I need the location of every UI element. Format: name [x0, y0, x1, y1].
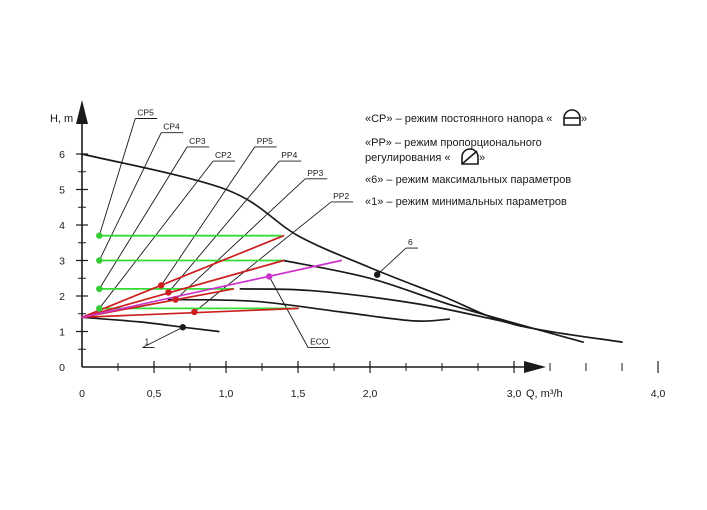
x-tick-label-6: 4,0: [651, 388, 666, 400]
curve-label-cp2: CP2: [215, 150, 232, 160]
curve-eco: [81, 259, 343, 319]
point-p6: [374, 271, 381, 278]
x-axis-label: Q, m³/h: [526, 388, 563, 400]
legend-pp-text: «PP» – режим пропорционального: [365, 137, 542, 149]
point-ppp4: [165, 289, 172, 296]
constant-pressure-icon: [563, 109, 581, 126]
leader-cp4: [98, 132, 162, 261]
legend-max-text: «6» – режим максимальных параметров: [365, 174, 571, 186]
leader-pp4: [168, 160, 280, 293]
tick-labels: 0 0,5 1,0 1,5 2,0 3,0 4,0 0 1 2 3 4 5 6: [59, 149, 665, 400]
curve-min: [81, 316, 220, 333]
tick-marks: [76, 153, 659, 373]
point-peco: [266, 273, 273, 280]
curve-pp5: [81, 234, 285, 319]
curve-label-cp4: CP4: [163, 122, 180, 132]
annotation-labels: CP5 CP4 CP3 CP2 PP5 PP4 PP3 PP2 6 1 ECO: [137, 108, 413, 347]
curve-label-cp3: CP3: [189, 136, 206, 146]
curve-label-cp5: CP5: [137, 108, 154, 118]
point-ppp3: [172, 296, 179, 303]
proportional-pressure-icon: [461, 148, 479, 165]
x-tick-label-1: 0,5: [147, 388, 162, 400]
point-p1: [179, 324, 186, 331]
legend-min-text: «1» – режим минимальных параметров: [365, 196, 567, 208]
y-tick-label-2: 2: [59, 291, 65, 303]
point-pcp2: [96, 305, 103, 312]
legend-pp-text-line2: регулирования «: [365, 152, 451, 164]
leader-pp3: [175, 178, 306, 300]
point-ppp2: [191, 308, 198, 316]
leader-cp3: [98, 146, 188, 290]
operating-points: [96, 232, 381, 331]
x-axis-arrow: [524, 361, 546, 373]
leader-cp5: [98, 118, 136, 236]
curve-c3: [167, 298, 451, 323]
curve-c2: [239, 288, 523, 328]
legend-cp-suffix: »: [581, 113, 587, 125]
curve-label-1: 1: [144, 336, 149, 346]
x-tick-label-4: 2,0: [363, 388, 378, 400]
y-axis-arrow: [76, 100, 88, 124]
y-tick-label-6: 6: [59, 149, 65, 161]
curves: [81, 153, 623, 343]
point-pcp3: [96, 285, 103, 293]
legend: «CP» – режим постоянного напора « » «PP»…: [365, 109, 587, 208]
x-tick-label-2: 1,0: [219, 388, 234, 400]
curve-label-pp2: PP2: [333, 191, 349, 201]
leader-pp5: [160, 146, 256, 286]
y-tick-label-3: 3: [59, 256, 65, 268]
leader-eco: [268, 276, 309, 348]
x-tick-label-5: 3,0: [507, 388, 522, 400]
x-tick-label-3: 1,5: [291, 388, 306, 400]
y-tick-label-5: 5: [59, 185, 65, 197]
y-tick-label-0: 0: [59, 362, 65, 374]
curve-label-eco: ECO: [310, 336, 329, 346]
curve-pp4: [81, 259, 285, 319]
y-axis-label: H, m: [50, 113, 73, 125]
annotation-leaders: [98, 118, 418, 348]
curve-label-6: 6: [408, 237, 413, 247]
y-tick-label-1: 1: [59, 327, 65, 339]
curve-label-pp5: PP5: [257, 136, 273, 146]
point-pcp4: [96, 257, 103, 264]
point-ppp5: [158, 282, 165, 289]
leader-cp2: [98, 160, 214, 309]
leader-pp2: [194, 201, 332, 313]
curve-pp2: [81, 307, 299, 319]
point-pcp5: [96, 232, 103, 239]
x-tick-label-0: 0: [79, 388, 85, 400]
legend-pp-suffix: »: [479, 152, 485, 164]
leader-6: [376, 247, 407, 276]
curve-c1: [282, 259, 584, 343]
leader-1: [142, 326, 184, 348]
y-tick-label-4: 4: [59, 220, 65, 232]
legend-cp-text: «CP» – режим постоянного напора «: [365, 113, 552, 125]
curve-label-pp4: PP4: [281, 150, 297, 160]
curve-label-pp3: PP3: [307, 168, 323, 178]
